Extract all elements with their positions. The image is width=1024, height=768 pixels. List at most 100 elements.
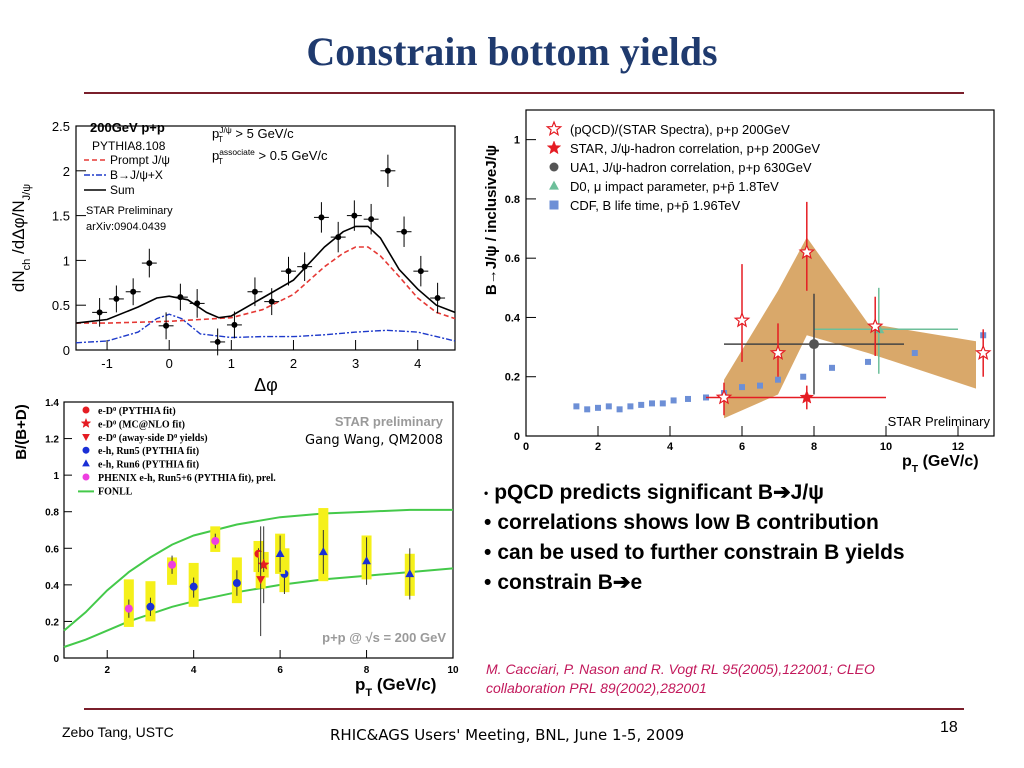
- data-point: [257, 526, 270, 604]
- point-marker: [417, 268, 424, 275]
- electron-ratio-chart: 0 0.2 0.4 0.6 0.8 1 1.2 1.4 2 4 6 8 10 B/(B+D) pT (GeV…: [13, 398, 459, 699]
- legend-label: Prompt J/ψ: [110, 153, 170, 167]
- point-marker: [177, 294, 184, 301]
- x-tick-label: 2: [290, 356, 297, 371]
- legend-swatch: [82, 434, 90, 441]
- pqcd-point: [798, 201, 816, 291]
- point-marker: [769, 344, 787, 361]
- data-point: [123, 579, 134, 627]
- x-tick-label: -1: [101, 356, 113, 371]
- x-tick-label: 10: [447, 665, 459, 676]
- y-axis-label-part: /dΔφ/N: [9, 200, 28, 258]
- legend-label: e-D0 (away-side D0 yields): [98, 432, 208, 444]
- point-marker: [163, 322, 170, 329]
- point-marker: [146, 602, 155, 611]
- cut-label-subscript: T: [218, 135, 223, 144]
- x-tick-label: 8: [811, 441, 817, 453]
- x-axis-label: Δφ: [254, 375, 278, 395]
- y-tick-label: 2: [63, 164, 70, 179]
- x-axis-label-part: p: [355, 675, 365, 694]
- y-tick-label: 0.8: [45, 508, 59, 519]
- cdf-point: [865, 358, 871, 365]
- legend-label-part: e-h, Run5 (PYTHIA fit): [98, 446, 199, 457]
- y-tick-label: 2.5: [52, 119, 70, 134]
- data-point: [430, 282, 446, 314]
- point-marker: [285, 268, 292, 275]
- y-tick-label: 0.8: [505, 194, 520, 206]
- bullet-dot: •: [484, 541, 492, 565]
- legend-label: B→J/ψ+X: [110, 168, 163, 182]
- point-marker: [351, 212, 358, 219]
- cut-label: pJ/ψ > 5 GeV/c: [212, 125, 294, 141]
- legend-swatch: [82, 446, 90, 454]
- data-point: [413, 255, 429, 287]
- pqcd-point: [974, 329, 992, 377]
- legend-label-part: 0: [113, 406, 116, 413]
- bullet-dot: •: [484, 511, 492, 535]
- cdf-point: [649, 400, 655, 407]
- x-axis-label-part: p: [902, 453, 912, 470]
- point-marker: [251, 288, 258, 295]
- y-tick-label: 1: [514, 135, 520, 147]
- legend-label: PHENIX e-h, Run5+6 (PYTHIA fit), prel.: [98, 473, 276, 484]
- point-marker: [268, 298, 275, 305]
- point-marker: [257, 558, 270, 570]
- point-marker: [799, 389, 815, 404]
- data-point: [318, 508, 329, 582]
- author-label: Gang Wang, QM2008: [305, 433, 443, 448]
- pqcd-point: [769, 323, 787, 377]
- y-tick-label: 0.2: [45, 617, 59, 628]
- legend-label-part: (MC@NLO fit): [116, 419, 185, 430]
- x-tick-label: 8: [364, 665, 370, 676]
- data-point: [247, 277, 263, 307]
- jpsi-fraction-chart: 00.20.40.60.810 2 4 6 8 10 12B→J/ψ / inclusive…: [483, 109, 995, 475]
- cut-label-part: J/ψ: [219, 125, 232, 135]
- slide-title: Constrain bottom yields: [306, 29, 718, 74]
- x-tick-label: 6: [739, 441, 745, 453]
- data-point: [145, 581, 156, 622]
- bullet-item: • pQCD predicts significant B➔J/ψ: [484, 478, 1004, 508]
- pqcd-point: [866, 296, 884, 356]
- bullet-text: can be used to further constrain B yield…: [497, 541, 905, 565]
- point-marker: [368, 216, 375, 223]
- cut-label-part: p: [212, 148, 219, 163]
- x-axis-label-part: (GeV/c): [918, 453, 978, 470]
- point-marker: [146, 260, 153, 267]
- star-correlation-point: [706, 385, 886, 410]
- y-tick-label: 1.2: [45, 435, 59, 446]
- data-point: [167, 555, 178, 585]
- point-marker: [318, 547, 328, 556]
- legend-label: STAR, J/ψ-hadron correlation, p+p 200GeV: [570, 141, 820, 156]
- point-marker: [434, 295, 441, 302]
- data-point: [297, 252, 313, 282]
- legend-label: CDF, B life time, p+p̄ 1.96TeV: [570, 198, 740, 213]
- preliminary-label: STAR preliminary: [335, 414, 444, 429]
- footer-author: Zebo Tang, USTC: [62, 724, 174, 740]
- x-tick-label: 3: [352, 356, 359, 371]
- preliminary-label: STAR Preliminary: [888, 414, 991, 429]
- point-marker: [256, 576, 266, 585]
- data-point: [363, 203, 379, 235]
- cut-label-subscript: T: [218, 157, 223, 166]
- point-marker: [798, 243, 816, 260]
- b-jpsi-curve: [75, 313, 456, 344]
- cdf-point: [584, 406, 591, 413]
- legend-label: Sum: [110, 183, 135, 197]
- cdf-point: [911, 350, 918, 357]
- point-marker: [231, 321, 238, 328]
- y-tick-label: 0.6: [45, 544, 59, 555]
- x-tick-label: 2: [595, 441, 601, 453]
- data-point: [264, 288, 280, 316]
- x-tick-label: 2: [104, 665, 110, 676]
- y-tick-label: 0: [63, 343, 70, 358]
- cdf-point: [659, 400, 666, 407]
- cdf-point: [627, 403, 634, 410]
- x-tick-label: 1: [228, 356, 235, 371]
- energy-label: p+p @ √s = 200 GeV: [322, 630, 446, 645]
- pqcd-band: [724, 237, 976, 419]
- y-axis-label-part: J/ψ: [21, 184, 33, 201]
- data-point: [210, 526, 221, 552]
- data-point: [158, 312, 174, 340]
- y-tick-label: 0.4: [505, 312, 521, 324]
- data-point: [125, 278, 141, 306]
